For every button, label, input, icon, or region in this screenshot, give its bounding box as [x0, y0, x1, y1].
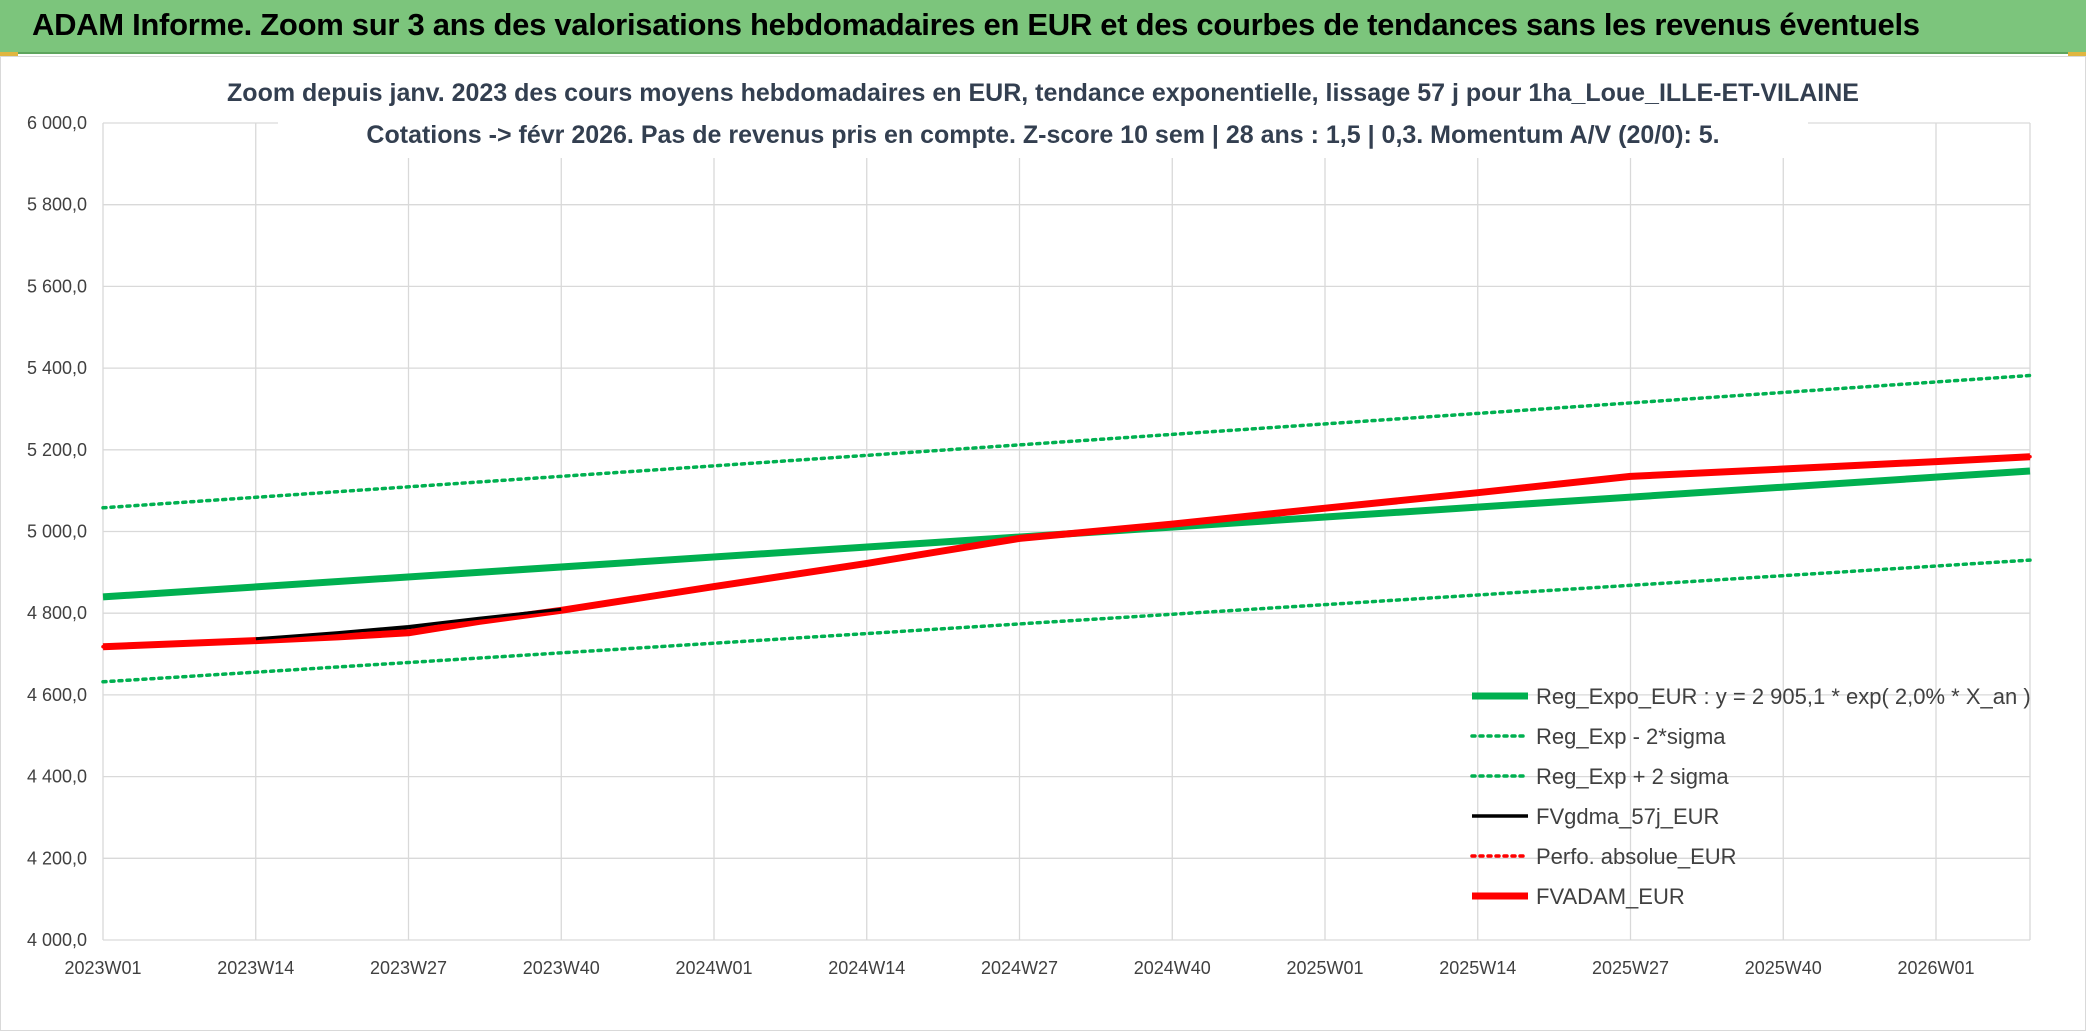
legend-label: Perfo. absolue_EUR [1536, 844, 1737, 869]
series-line-3 [102, 454, 2031, 649]
y-tick-label: 5 600,0 [27, 276, 87, 296]
x-tick-label: 2026W01 [1897, 958, 1974, 978]
line-chart: 4 000,0 4 200,0 4 400,0 4 600,0 4 800,0 5 000… [27, 62, 2032, 978]
y-tick-label: 4 000,0 [27, 930, 87, 950]
title-background [278, 62, 1808, 158]
legend-label: Reg_Exp + 2 sigma [1536, 764, 1729, 789]
y-tick-label: 5 200,0 [27, 440, 87, 460]
x-tick-label: 2023W27 [370, 958, 447, 978]
series-group [101, 373, 2032, 684]
series-line-3-overlay [255, 607, 562, 641]
chart-title-line2: Cotations -> févr 2026. Pas de revenus p… [366, 121, 1719, 149]
x-tick-label: 2024W14 [828, 958, 905, 978]
legend-label: FVADAM_EUR [1536, 884, 1685, 909]
corner-mark-left [0, 52, 18, 57]
x-tick-label: 2025W27 [1592, 958, 1669, 978]
series-line-1 [101, 558, 2032, 684]
y-tick-label: 4 200,0 [27, 848, 87, 868]
legend-label: FVgdma_57j_EUR [1536, 804, 1719, 829]
legend: Reg_Expo_EUR : y = 2 905,1 * exp( 2,0% *… [1470, 684, 2031, 909]
chart-title-line1: Zoom depuis janv. 2023 des cours moyens … [227, 79, 1859, 107]
x-tick-label: 2025W14 [1439, 958, 1516, 978]
x-tick-label: 2023W14 [217, 958, 294, 978]
x-tick-label: 2025W40 [1745, 958, 1822, 978]
y-tick-label: 5 400,0 [27, 358, 87, 378]
legend-label: Reg_Exp - 2*sigma [1536, 724, 1726, 749]
corner-mark-right [2068, 52, 2086, 57]
x-tick-label: 2024W40 [1134, 958, 1211, 978]
series-line-2 [101, 373, 2032, 510]
banner-title: ADAM Informe. Zoom sur 3 ans des valoris… [32, 7, 1920, 42]
x-axis-ticks: 2023W01 2023W14 2023W27 2023W40 2024W01 2024W… [64, 958, 1974, 978]
y-tick-label: 4 600,0 [27, 685, 87, 705]
y-tick-label: 5 800,0 [27, 195, 87, 215]
x-tick-label: 2025W01 [1286, 958, 1363, 978]
x-tick-label: 2023W40 [523, 958, 600, 978]
x-tick-label: 2024W27 [981, 958, 1058, 978]
series-line-4 [101, 454, 2032, 649]
y-tick-label: 4 400,0 [27, 767, 87, 787]
series-line-5 [102, 453, 2031, 651]
x-tick-label: 2024W01 [675, 958, 752, 978]
y-tick-label: 5 000,0 [27, 522, 87, 542]
x-tick-label: 2023W01 [64, 958, 141, 978]
legend-label: Reg_Expo_EUR : y = 2 905,1 * exp( 2,0% *… [1536, 684, 2031, 709]
banner: ADAM Informe. Zoom sur 3 ans des valoris… [0, 0, 2086, 54]
y-axis-ticks: 4 000,0 4 200,0 4 400,0 4 600,0 4 800,0 5 000… [27, 113, 87, 950]
y-tick-label: 6 000,0 [27, 113, 87, 133]
y-tick-label: 4 800,0 [27, 603, 87, 623]
